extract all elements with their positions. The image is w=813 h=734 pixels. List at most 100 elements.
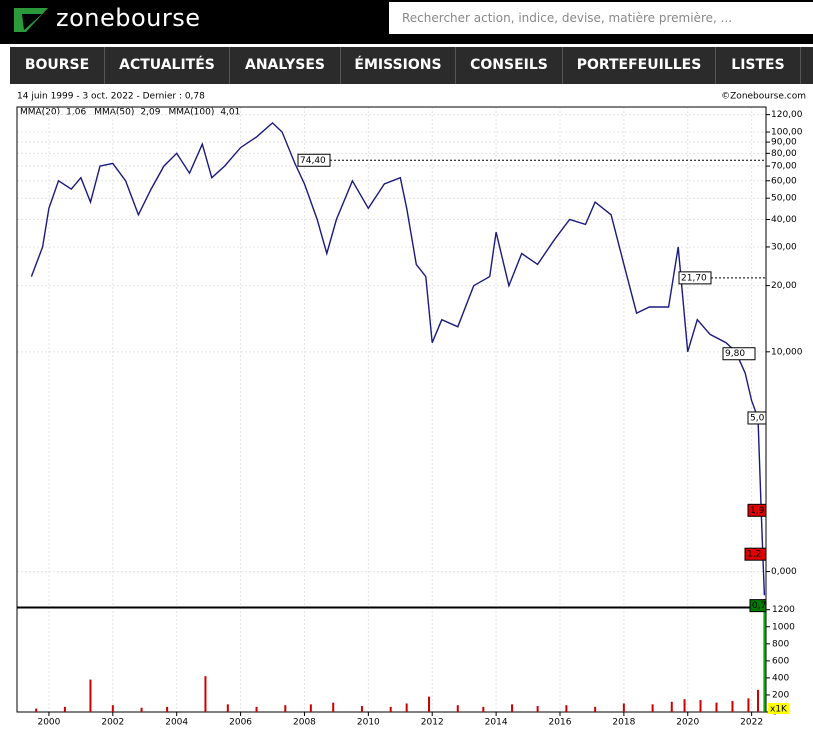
y-tick-label: 10,000 (771, 347, 803, 357)
search-box[interactable]: Rechercher action, indice, devise, matiè… (389, 2, 813, 34)
volume-bar (428, 696, 431, 712)
volume-bar (389, 706, 392, 712)
x-tick-label: 2002 (101, 718, 124, 728)
x-tick-label: 2004 (165, 718, 188, 728)
volume-bar (35, 708, 38, 712)
volume-bar (284, 705, 287, 712)
volume-bar (204, 676, 207, 712)
level-box (747, 503, 767, 517)
volume-bar (594, 706, 597, 712)
volume-bar (683, 699, 686, 712)
x-tick-label: 2006 (229, 718, 252, 728)
level-box (722, 347, 756, 361)
legend-name: MMA(50) (94, 108, 134, 118)
plot-frame (16, 106, 767, 608)
volume-bar (670, 701, 673, 712)
y-tick-label: 70,00 (771, 162, 797, 172)
volume-bar (536, 706, 539, 712)
level-label: 1,2 (747, 550, 761, 560)
legend-name: MMA(20) (20, 108, 60, 118)
level-label: 0,7 (752, 601, 766, 611)
y-tick-label: 50,00 (771, 194, 797, 204)
header: zonebourse Rechercher action, indice, de… (0, 0, 813, 44)
nav-item[interactable]: PORTEFEUILLES (563, 47, 716, 84)
volume-bar (651, 704, 654, 712)
x-tick-label: 2012 (421, 718, 444, 728)
level-box (747, 411, 767, 425)
legend-name: MMA(100) (168, 108, 214, 118)
level-label: 5,0 (750, 413, 765, 423)
x-tick-label: 2022 (740, 718, 763, 728)
volume-bar (482, 706, 485, 712)
y-tick-label: 120,00 (771, 110, 803, 120)
volume-bar (405, 703, 408, 712)
volume-bar (747, 698, 750, 712)
y-tick-label: 400 (772, 673, 789, 683)
level-box (297, 153, 331, 167)
volume-bar (360, 706, 363, 712)
nav-item[interactable]: CONSEILS (456, 47, 563, 84)
price-line (30, 121, 766, 596)
level-label: 74,40 (300, 156, 326, 166)
y-tick-label: 0,000 (771, 567, 797, 577)
volume-bar (763, 609, 766, 712)
volume-bar (565, 705, 568, 712)
x-tick-label: 2014 (485, 718, 508, 728)
nav-item[interactable]: ACTUALITÉS (105, 47, 230, 84)
subtitle: 14 juin 1999 - 3 oct. 2022 - Dernier : 0… (17, 92, 205, 102)
nav-item[interactable]: ANALYSES (230, 47, 341, 84)
level-box (749, 599, 767, 613)
y-tick-label: 30,00 (771, 242, 797, 252)
volume-bar (309, 704, 312, 712)
legend-value: 1,06 (66, 108, 86, 118)
legend-value: 2,09 (140, 108, 160, 118)
volume-bar (140, 707, 143, 712)
volume-unit: x1K (770, 705, 788, 715)
volume-bar (332, 702, 335, 712)
y-tick-label: 200 (772, 690, 789, 700)
chart: 14 juin 1999 - 3 oct. 2022 - Dernier : 0… (16, 92, 806, 728)
volume-bar (89, 679, 92, 712)
volume-frame (16, 607, 767, 713)
volume-bar (226, 704, 229, 712)
logo-icon (14, 8, 48, 32)
level-box (744, 547, 767, 561)
y-tick-label: 800 (772, 639, 789, 649)
x-tick-label: 2020 (676, 718, 699, 728)
logo[interactable]: zonebourse (56, 4, 201, 32)
source: ©Zonebourse.com (721, 92, 806, 102)
y-tick-label: 600 (772, 656, 789, 666)
x-tick-label: 2016 (549, 718, 572, 728)
x-tick-label: 2010 (357, 718, 380, 728)
level-label: 9,80 (725, 349, 745, 359)
y-tick-label: 90,00 (771, 138, 797, 148)
y-tick-label: 100,00 (771, 128, 803, 138)
level-box (678, 271, 712, 285)
unit-box (768, 703, 789, 714)
volume-bar (731, 700, 734, 712)
y-tick-label: 40,00 (771, 215, 797, 225)
volume-bar (757, 689, 760, 712)
volume-bar (622, 703, 625, 712)
y-tick-label: 60,00 (771, 176, 797, 186)
y-tick-label: 20,00 (771, 281, 797, 291)
level-label: 1,9 (750, 506, 765, 516)
x-tick-label: 2018 (612, 718, 635, 728)
legend-value: 4,01 (220, 108, 240, 118)
volume-bar (511, 704, 514, 712)
nav-item[interactable]: ÉMISSIONS (341, 47, 456, 84)
volume-bar (715, 702, 718, 712)
y-tick-label: 80,00 (771, 149, 797, 159)
nav-item[interactable]: LISTES (716, 47, 801, 84)
y-tick-label: 1000 (772, 622, 795, 632)
volume-bar (166, 706, 169, 712)
volume-bar (255, 706, 258, 712)
volume-bar (456, 705, 459, 712)
volume-bar (111, 705, 114, 712)
nav-item[interactable]: BOURSE (10, 47, 105, 84)
y-tick-label: 1200 (772, 605, 795, 615)
x-tick-label: 2000 (37, 718, 60, 728)
volume-bar (63, 706, 66, 712)
nav-bar: BOURSE ACTUALITÉS ANALYSES ÉMISSIONS CON… (10, 47, 813, 84)
